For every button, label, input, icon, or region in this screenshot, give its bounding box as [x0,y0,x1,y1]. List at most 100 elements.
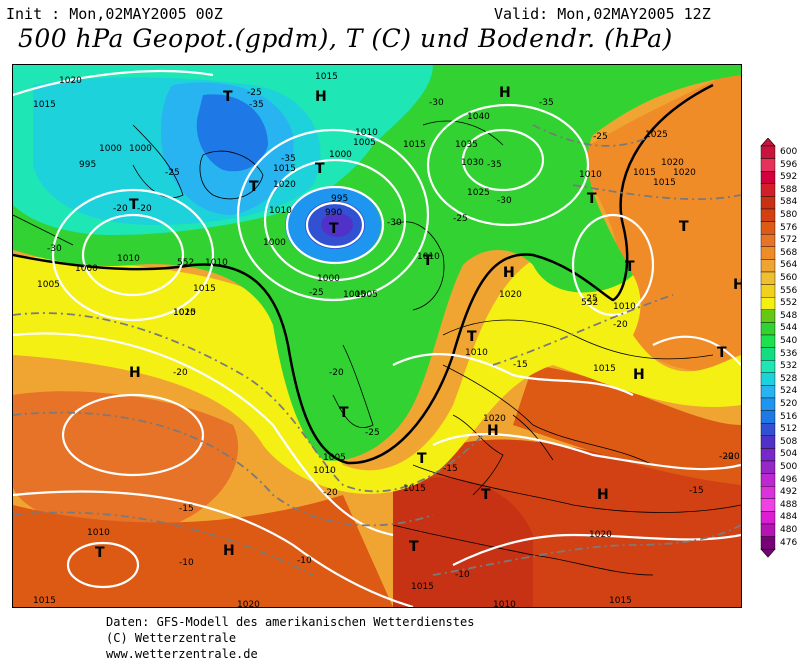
temperature-label: -20 [173,368,188,378]
legend-level-label: 516 [780,411,798,422]
init-time: Init : Mon,02MAY2005 00Z [6,5,223,23]
legend-swatch [760,259,776,273]
pressure-label: 1015 [653,178,676,188]
legend-swatch [760,145,776,159]
low-center: T [481,487,491,503]
credit-line-copyright: (C) Wetterzentrale [106,631,237,645]
legend-swatch [760,347,776,361]
legend-level-label: 564 [780,260,798,271]
valid-time: Valid: Mon,02MAY2005 12Z [494,5,711,23]
legend-level-label: 496 [780,474,798,485]
temperature-label: -30 [497,196,512,206]
legend-level-label: 532 [780,361,798,372]
pressure-label: 995 [331,194,348,204]
temperature-label: -20 [137,204,152,214]
legend-level-label: 544 [780,323,798,334]
high-center: H [597,487,609,503]
pressure-label: 1015 [609,596,632,606]
temperature-label: -15 [179,504,194,514]
low-center: T [315,161,325,177]
legend-level-label: 576 [780,222,798,233]
low-center: T [467,329,477,345]
legend-level-label: 536 [780,348,798,359]
pressure-label: 1010 [269,206,292,216]
geopot-552-line [13,83,714,465]
low-center: T [95,545,105,561]
legend-level-label: 512 [780,424,798,435]
temperature-label: -25 [365,428,380,438]
warm-region-east [573,65,741,372]
low-center: T [467,329,477,345]
legend-swatch [760,435,776,449]
legend-swatch [760,385,776,399]
high-center: H [223,543,235,559]
low-center: T [329,221,339,237]
isobars [13,69,741,607]
low-center: T [339,405,349,421]
legend-swatch [760,271,776,285]
cold-core-deep-blue [196,94,268,172]
legend-swatch [760,296,776,310]
high-center: H [487,423,499,439]
pressure-label: 1010 [493,600,516,607]
warm-region-southeast [513,365,741,485]
pressure-label: 1010 [117,254,140,264]
low-core-inner [321,213,353,237]
color-scale-bar [760,138,776,558]
pressure-label: 990 [325,208,342,218]
legend-swatch [760,233,776,247]
legend-top-cap [760,138,776,147]
temperature-label: -10 [455,570,470,580]
transition-band [13,245,741,494]
legend-level-label: 588 [780,184,798,195]
pressure-label: 1015 [403,484,426,494]
pressure-label: 1005 [353,138,376,148]
pressure-label: 1000 [75,264,98,274]
pressure-label: 1015 [33,596,56,606]
pressure-label: 1015 [633,168,656,178]
legend-level-label: 600 [780,147,798,157]
low-center: T [625,259,635,275]
legend-swatch [760,536,776,550]
legend-swatch [760,473,776,487]
legend-level-label: 508 [780,436,798,447]
pressure-label: 1040 [467,112,490,122]
pressure-label: 1020 [273,180,296,190]
high-center: H [503,265,515,281]
legend-swatch [760,486,776,500]
high-center: H [503,265,515,281]
legend-swatch [760,523,776,537]
legend-swatch [760,448,776,462]
legend-level-label: 584 [780,197,798,208]
legend-level-label: 500 [780,462,798,472]
pressure-label: 1010 [579,170,602,180]
geopot-label: 552 [177,258,194,268]
temperature-label: -25 [593,132,608,142]
temperature-label: -10 [297,556,312,566]
low-center: T [717,345,727,361]
temperature-label: -20 [719,452,734,462]
pressure-label: 1010 [417,252,440,262]
legend-swatch [760,309,776,323]
pressure-label: 1035 [455,140,478,150]
legend-level-label: 492 [780,487,798,498]
legend-swatch [760,334,776,348]
temperature-label: -20 [323,488,338,498]
pressure-label: 1015 [411,582,434,592]
pressure-label: 1020 [59,76,82,86]
pressure-label: 1015 [273,164,296,174]
temperature-label: -15 [513,360,528,370]
pressure-label: 1020 [589,530,612,540]
legend-swatch [760,372,776,386]
credit-line-url: www.wetterzentrale.de [106,647,258,661]
low-center: T [223,89,233,105]
legend-level-label: 528 [780,373,798,384]
temperature-label: -25 [583,294,598,304]
high-center: H [733,277,741,293]
temperature-label: -20 [725,452,740,462]
temperature-label: -35 [249,100,264,110]
credit-line-data: Daten: GFS-Modell des amerikanischen Wet… [106,615,475,629]
legend-swatch [760,397,776,411]
chart-title: 500 hPa Geopot.(gpdm), T (C) und Bodendr… [18,24,673,53]
pressure-label: 1005 [355,290,378,300]
